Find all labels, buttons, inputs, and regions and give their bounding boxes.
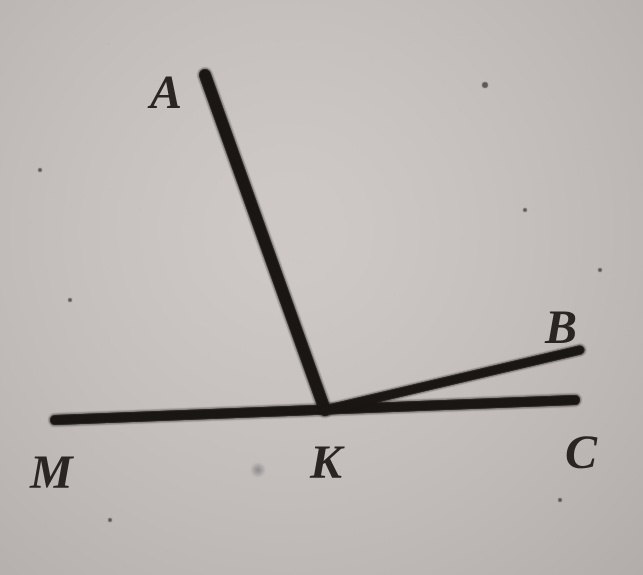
geometry-diagram [0,0,643,575]
